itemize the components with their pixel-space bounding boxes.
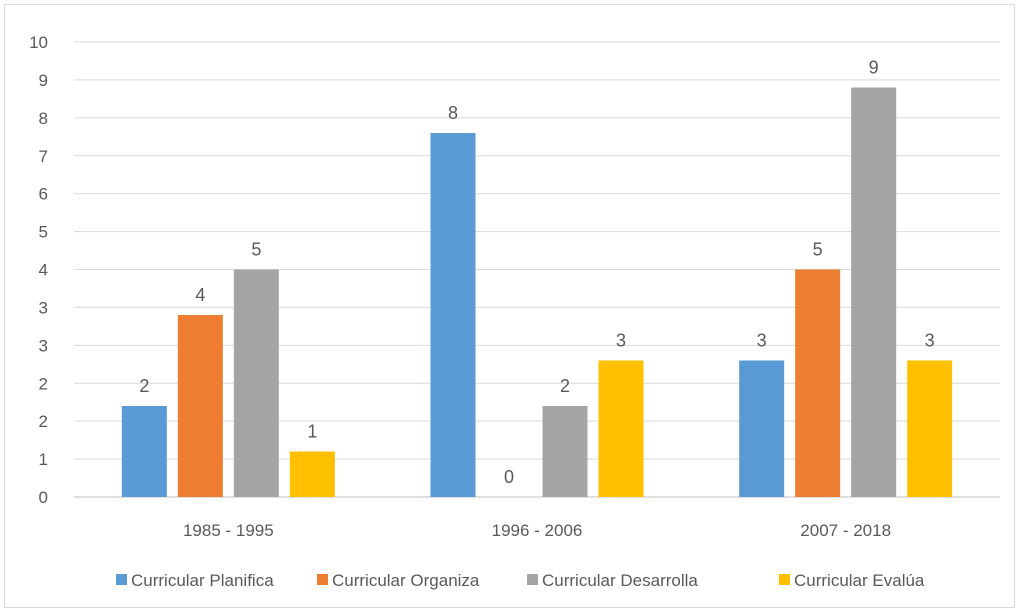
y-tick-label: 0 [39,488,48,507]
chart-frame [4,4,1015,608]
gridlines [74,41,1000,498]
bar [907,360,953,497]
x-tick-label: 2007 - 2018 [800,521,891,540]
y-tick-label: 2 [39,412,48,431]
data-label: 8 [448,103,458,123]
legend-label: Curricular Desarrolla [542,571,698,590]
data-label: 4 [195,285,205,305]
data-label: 3 [757,331,767,351]
y-tick-label: 9 [39,71,48,90]
x-tick-label: 1996 - 2006 [492,521,583,540]
bar [542,406,588,497]
y-tick-label: 8 [39,109,48,128]
y-axis-ticks: 0 1 2 2 3 3 4 5 6 7 8 9 10 [29,33,48,507]
bar [795,269,841,497]
legend-swatch [527,574,538,585]
x-tick-label: 1985 - 1995 [183,521,274,540]
data-label: 3 [616,331,626,351]
data-label: 9 [869,58,879,78]
legend-swatch [779,574,790,585]
bar [233,269,279,497]
legend-swatch [116,574,127,585]
y-tick-label: 4 [39,261,48,280]
bar [739,360,785,497]
data-label: 2 [560,376,570,396]
data-labels: 2 4 5 1 8 0 2 3 3 5 9 3 [139,58,934,488]
y-tick-label: 5 [39,223,48,242]
bar [177,315,223,497]
data-label: 0 [504,467,514,487]
bar [598,360,644,497]
data-label: 1 [307,422,317,442]
x-axis-ticks: 1985 - 1995 1996 - 2006 2007 - 2018 [183,521,891,540]
data-label: 5 [251,240,261,260]
legend-label: Curricular Evalúa [794,571,925,590]
y-tick-label: 7 [39,147,48,166]
data-label: 3 [925,331,935,351]
y-tick-label: 3 [39,336,48,355]
y-tick-label: 3 [39,298,48,317]
bars [121,87,953,497]
bar [289,451,335,497]
y-tick-label: 1 [39,450,48,469]
legend: Curricular Planifica Curricular Organiza C… [116,571,925,590]
y-tick-label: 6 [39,185,48,204]
bar [430,133,476,497]
legend-label: Curricular Planifica [131,571,274,590]
legend-label: Curricular Organiza [332,571,480,590]
y-tick-label: 10 [29,33,48,52]
bar [851,87,897,497]
data-label: 2 [139,376,149,396]
bar [121,406,167,497]
y-tick-label: 2 [39,374,48,393]
data-label: 5 [813,240,823,260]
legend-swatch [317,574,328,585]
